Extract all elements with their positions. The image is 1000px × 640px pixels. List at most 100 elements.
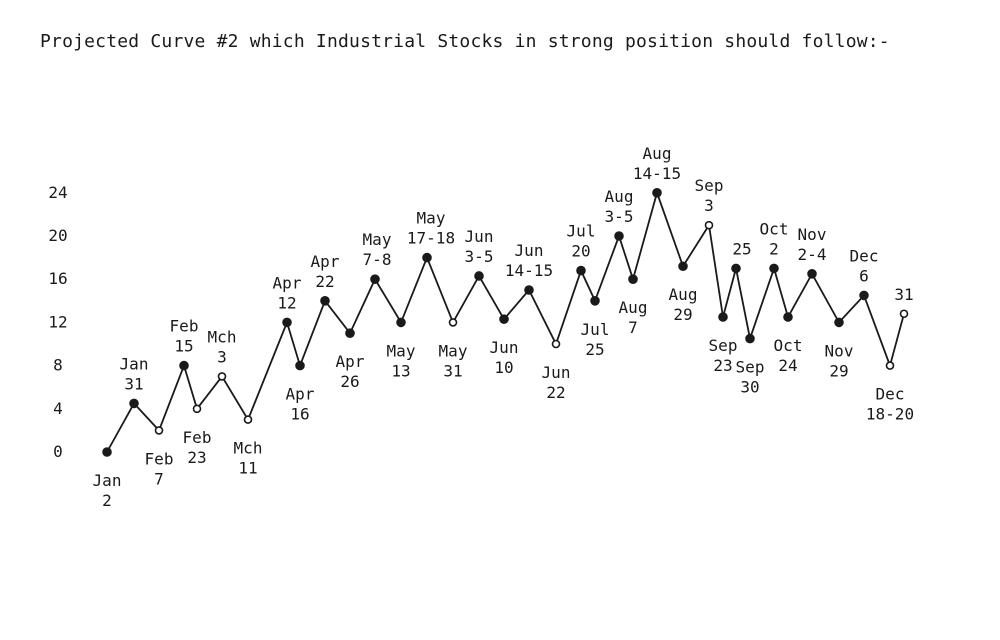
point-label-month: May bbox=[363, 230, 392, 249]
point-label-day: 2 bbox=[769, 239, 779, 258]
data-point bbox=[217, 372, 227, 381]
point-label-day: 3-5 bbox=[465, 247, 494, 266]
data-point bbox=[282, 317, 292, 328]
point-label-day: 31 bbox=[443, 361, 462, 380]
data-point bbox=[899, 309, 909, 319]
point-label-month: Apr bbox=[273, 273, 302, 292]
data-point bbox=[295, 360, 305, 371]
data-point bbox=[396, 317, 406, 328]
data-point bbox=[192, 404, 202, 414]
point-label-month: Apr bbox=[311, 252, 340, 271]
data-point bbox=[474, 271, 484, 281]
plot-area bbox=[102, 188, 909, 457]
point-label-day: 7-8 bbox=[363, 250, 392, 269]
point-label-month: Sep bbox=[695, 176, 724, 195]
point-label-month: Sep bbox=[709, 336, 738, 355]
point-label-day: 12 bbox=[277, 293, 296, 312]
data-point bbox=[834, 317, 844, 328]
data-point bbox=[783, 312, 793, 322]
point-label-month: May bbox=[417, 209, 446, 228]
data-point bbox=[745, 333, 755, 344]
point-label-month: Nov bbox=[798, 225, 827, 244]
y-axis: 0 4 8 12 16 20 24 bbox=[48, 183, 67, 461]
point-label-day: 26 bbox=[340, 372, 359, 391]
y-tick-label: 16 bbox=[48, 269, 67, 288]
point-label-day: 25 bbox=[732, 239, 751, 258]
data-point bbox=[731, 263, 741, 274]
data-point bbox=[807, 268, 817, 279]
data-point bbox=[154, 426, 164, 435]
point-label-day: 11 bbox=[238, 459, 257, 478]
y-tick-label: 0 bbox=[53, 442, 63, 461]
point-label-month: Feb bbox=[170, 317, 199, 336]
point-label-day: 29 bbox=[829, 361, 848, 380]
point-label-month: Aug bbox=[643, 144, 672, 163]
point-label-day: 16 bbox=[290, 405, 309, 424]
point-label-month: Oct bbox=[760, 219, 789, 238]
point-label-month: Jun bbox=[515, 241, 544, 260]
point-label-day: 15 bbox=[174, 337, 193, 356]
data-point bbox=[129, 398, 139, 409]
y-tick-label: 20 bbox=[48, 226, 67, 245]
series-line bbox=[106, 189, 905, 453]
data-point bbox=[320, 295, 330, 306]
point-label-month: Aug bbox=[605, 187, 634, 206]
chart-title: Projected Curve #2 which Industrial Stoc… bbox=[40, 31, 890, 52]
data-point bbox=[448, 318, 458, 327]
point-label-day: 23 bbox=[187, 448, 206, 467]
data-point bbox=[590, 295, 600, 306]
point-label-day: 7 bbox=[154, 469, 164, 488]
data-point bbox=[628, 274, 638, 285]
data-point bbox=[859, 290, 869, 301]
point-label-month: Oct bbox=[774, 336, 803, 355]
point-label-month: Mch bbox=[208, 327, 237, 346]
point-label-month: Jan bbox=[93, 471, 122, 490]
point-label: 31 bbox=[894, 285, 913, 304]
point-label-month: Aug bbox=[619, 298, 648, 317]
point-label-day: 24 bbox=[778, 356, 797, 375]
point-label-month: Jun bbox=[490, 338, 519, 357]
data-point bbox=[243, 415, 253, 424]
point-label-month: Apr bbox=[286, 385, 315, 404]
point-label-month: Aug bbox=[669, 285, 698, 304]
data-point bbox=[499, 314, 509, 324]
point-label-month: Dec bbox=[876, 385, 905, 404]
point-label-day: 30 bbox=[740, 378, 759, 397]
point-label-day: 2-4 bbox=[798, 245, 827, 264]
data-point bbox=[524, 285, 534, 295]
point-label-day: 31 bbox=[894, 285, 913, 304]
point-label-day: 2 bbox=[102, 491, 112, 510]
point-label-day: 22 bbox=[546, 383, 565, 402]
point-label-month: Sep bbox=[736, 358, 765, 377]
data-point bbox=[345, 328, 355, 339]
point-label-month: Jan bbox=[120, 354, 149, 373]
data-point bbox=[576, 265, 586, 276]
point-label-day: 7 bbox=[628, 318, 638, 337]
point-label-day: 13 bbox=[391, 361, 410, 380]
point-label-month: Jun bbox=[542, 363, 571, 382]
data-point bbox=[652, 188, 662, 198]
point-label-day: 3 bbox=[704, 196, 714, 215]
point-label-day: 17-18 bbox=[407, 229, 455, 248]
point-label-day: 10 bbox=[494, 358, 513, 377]
